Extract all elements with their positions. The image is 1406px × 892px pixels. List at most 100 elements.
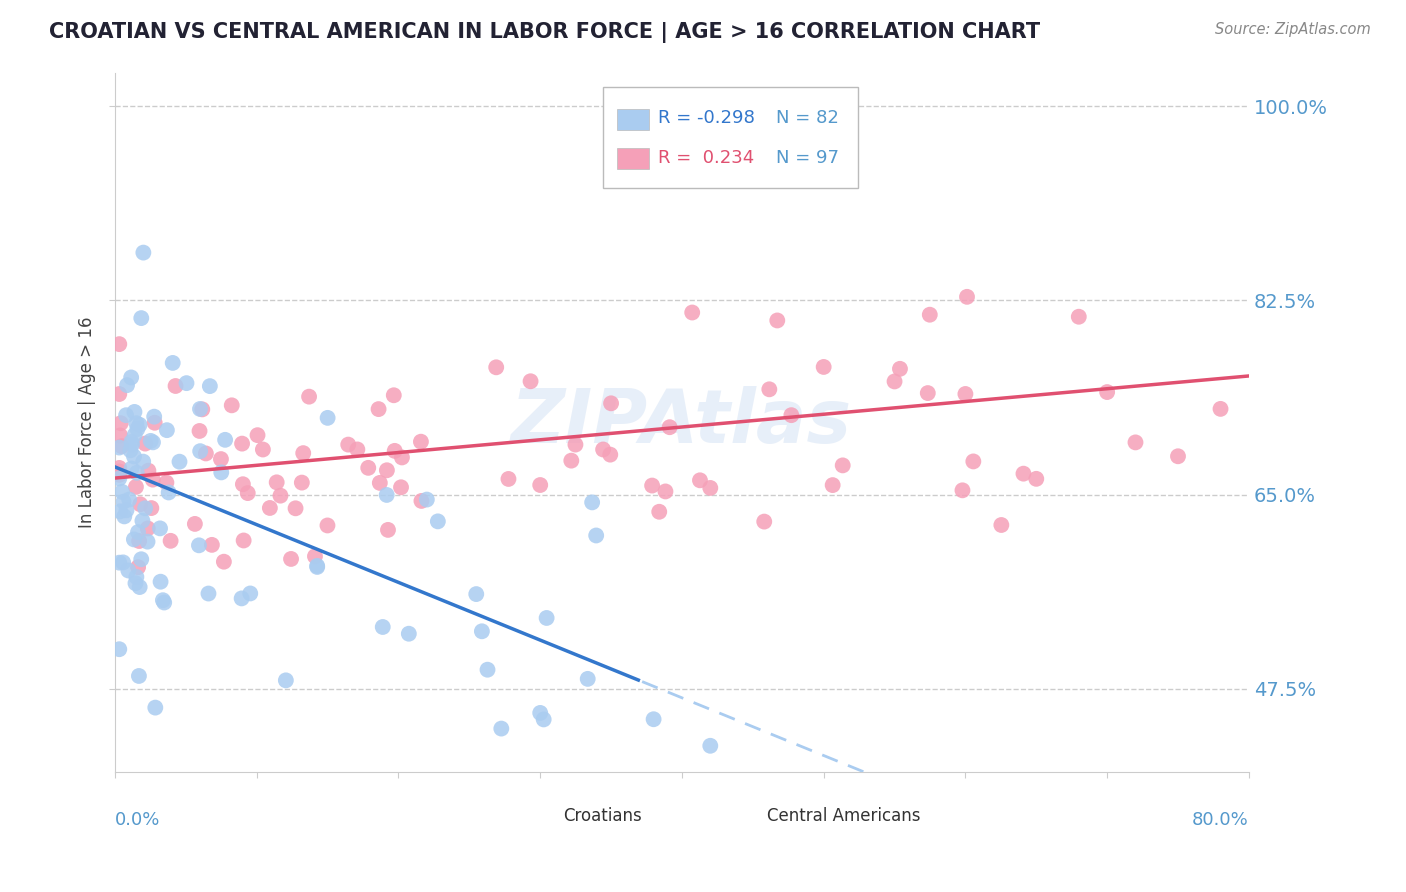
Point [117, 564, 139, 578]
Point [259, 500, 281, 515]
Point [134, 436, 156, 450]
Point [188, 401, 211, 416]
Point [292, 446, 315, 460]
Point [1025, 472, 1047, 486]
Point [143, 700, 166, 714]
Point [149, 574, 172, 589]
Point [337, 437, 360, 451]
Point [194, 446, 217, 460]
Point [141, 501, 163, 516]
Point [367, 402, 389, 417]
Point [426, 514, 449, 528]
Point [529, 478, 551, 492]
Point [108, 387, 131, 401]
Point [266, 475, 288, 490]
Point [108, 504, 131, 518]
Point [188, 444, 211, 458]
Point [108, 467, 131, 482]
Text: 0.0%: 0.0% [115, 811, 160, 829]
Text: Source: ZipAtlas.com: Source: ZipAtlas.com [1215, 22, 1371, 37]
Point [197, 586, 219, 600]
Text: CROATIAN VS CENTRAL AMERICAN IN LABOR FORCE | AGE > 16 CORRELATION CHART: CROATIAN VS CENTRAL AMERICAN IN LABOR FO… [49, 22, 1040, 44]
Point [821, 478, 844, 492]
Point [529, 706, 551, 720]
Point [122, 533, 145, 547]
Point [952, 483, 974, 498]
Point [118, 492, 141, 507]
Point [889, 361, 911, 376]
Point [471, 624, 494, 639]
Point [316, 518, 339, 533]
Point [962, 454, 984, 468]
Point [536, 611, 558, 625]
Point [209, 466, 232, 480]
Point [699, 481, 721, 495]
Point [165, 379, 187, 393]
Point [956, 290, 979, 304]
Point [307, 558, 329, 573]
Point [1095, 385, 1118, 400]
Point [1167, 450, 1189, 464]
Point [1067, 310, 1090, 324]
Point [236, 486, 259, 500]
FancyBboxPatch shape [603, 87, 858, 188]
Point [136, 534, 159, 549]
Point [125, 466, 148, 480]
Text: N = 82: N = 82 [776, 110, 839, 128]
Text: N = 97: N = 97 [776, 149, 839, 168]
Text: ZIPAtlas: ZIPAtlas [512, 386, 852, 459]
Point [108, 337, 131, 351]
Point [498, 472, 520, 486]
Point [127, 525, 149, 540]
Point [139, 434, 162, 448]
Point [231, 436, 253, 450]
Point [375, 463, 398, 477]
Point [184, 516, 207, 531]
Point [128, 534, 150, 549]
Point [533, 713, 555, 727]
Point [108, 461, 131, 475]
Point [157, 485, 180, 500]
Point [115, 378, 138, 392]
Point [128, 669, 150, 683]
Point [221, 398, 243, 412]
Text: 80.0%: 80.0% [1192, 811, 1249, 829]
Point [699, 739, 721, 753]
Point [115, 503, 138, 517]
Point [398, 626, 420, 640]
Point [108, 441, 131, 455]
Point [127, 422, 149, 436]
Point [477, 663, 499, 677]
Point [108, 464, 131, 478]
Text: R = -0.298: R = -0.298 [658, 110, 755, 128]
Point [239, 586, 262, 600]
Point [232, 477, 254, 491]
Point [120, 370, 142, 384]
Point [316, 410, 339, 425]
Point [124, 405, 146, 419]
Text: Central Americans: Central Americans [768, 806, 921, 824]
Point [198, 379, 221, 393]
Point [136, 521, 159, 535]
Point [1209, 401, 1232, 416]
Point [491, 722, 513, 736]
Point [377, 523, 399, 537]
Point [112, 509, 135, 524]
Point [883, 375, 905, 389]
Point [129, 552, 152, 566]
Point [291, 475, 314, 490]
Point [112, 555, 135, 569]
Point [585, 528, 607, 542]
Point [641, 478, 664, 492]
Point [485, 360, 508, 375]
Point [654, 484, 676, 499]
Point [149, 521, 172, 535]
Point [124, 576, 146, 591]
Point [813, 359, 835, 374]
Point [115, 408, 138, 422]
Point [411, 494, 433, 508]
Point [121, 461, 143, 475]
Point [280, 552, 302, 566]
Point [120, 443, 142, 458]
Point [389, 480, 412, 494]
